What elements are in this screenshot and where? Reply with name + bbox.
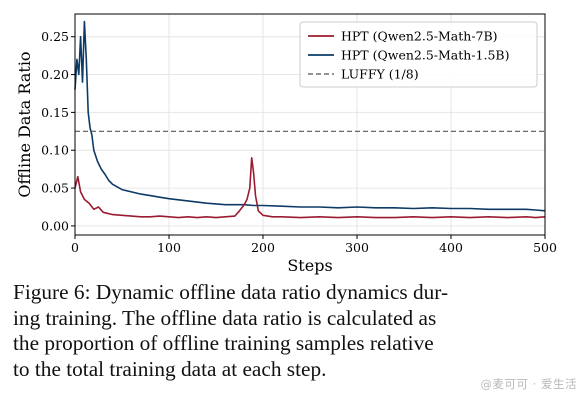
series-lines — [74, 20, 546, 219]
legend-label: LUFFY (1/8) — [341, 67, 419, 82]
y-tick-label: 0.25 — [41, 29, 69, 44]
y-tick-label: 0.15 — [41, 105, 69, 120]
y-tick-label: 0.20 — [41, 67, 69, 82]
y-tick-label: 0.10 — [41, 143, 69, 158]
x-tick-label: 300 — [345, 240, 369, 255]
x-tick-label: 500 — [533, 240, 557, 255]
legend-label: HPT (Qwen2.5-Math-1.5B) — [341, 48, 510, 63]
series-line — [74, 157, 546, 219]
x-tick-label: 200 — [251, 240, 275, 255]
plot-frame — [74, 13, 546, 236]
x-tick-label: 0 — [71, 240, 79, 255]
axis-ticks: 0 100 200 300 400 500 0.00 0.05 0.10 0.15 0.20 0.25 — [41, 29, 557, 255]
caption-line: the proportion of offline training sampl… — [13, 331, 434, 356]
x-tick-label: 100 — [157, 240, 181, 255]
y-axis-label: Offline Data Ratio — [15, 51, 34, 197]
legend: HPT (Qwen2.5-Math-7B) HPT (Qwen2.5-Math-1… — [299, 21, 538, 88]
y-tick-label: 0.00 — [41, 218, 69, 233]
legend-label: HPT (Qwen2.5-Math-7B) — [341, 29, 498, 44]
caption-line: Figure 6: Dynamic offline data ratio dyn… — [13, 280, 449, 304]
watermark: @麦可可 · 爱生活 — [480, 377, 577, 391]
x-tick-label: 400 — [439, 240, 463, 255]
figure-caption: Figure 6: Dynamic offline data ratio dyn… — [13, 280, 575, 382]
caption-line: ing training. The offline data ratio is … — [13, 305, 437, 330]
caption-line: to the total training data at each step. — [13, 356, 327, 381]
y-tick-label: 0.05 — [41, 181, 69, 196]
line-chart: 0 100 200 300 400 500 0.00 0.05 0.10 0.15 0.20 0.25… — [15, 13, 557, 275]
x-axis-label: Steps — [287, 256, 332, 275]
legend-box — [299, 21, 538, 88]
series-line — [74, 20, 546, 212]
